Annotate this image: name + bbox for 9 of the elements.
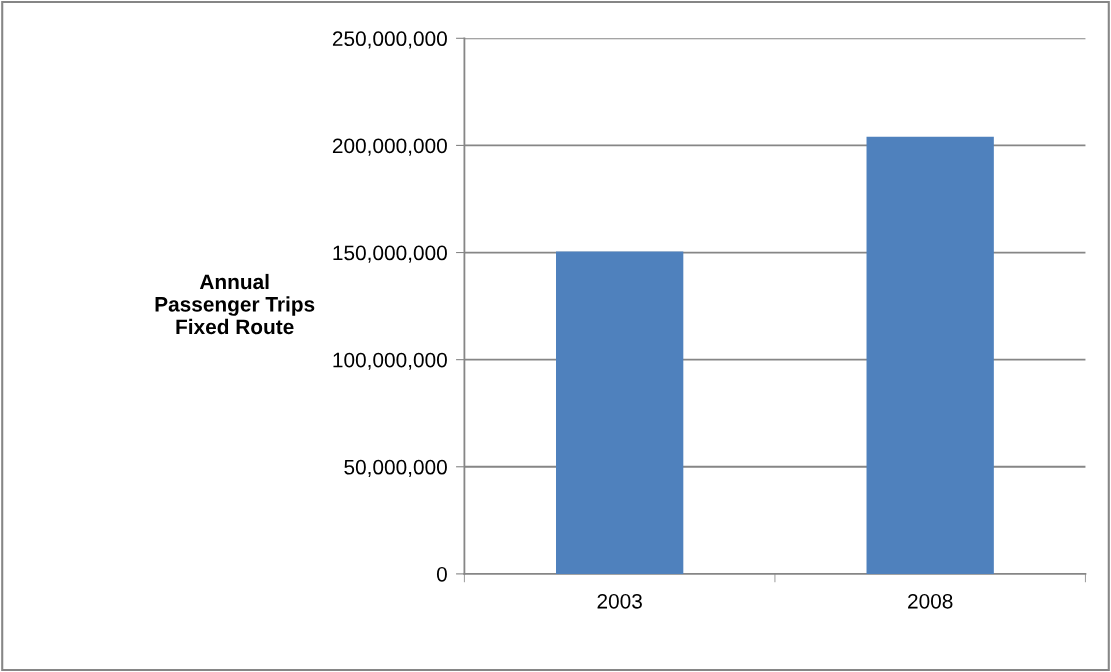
y-tick-label: 50,000,000 bbox=[344, 459, 447, 477]
y-tick-label: 100,000,000 bbox=[333, 352, 447, 370]
y-tick-label: 250,000,000 bbox=[332, 31, 447, 49]
y-tick-label: 200,000,000 bbox=[332, 138, 447, 156]
y-tick-label: 0 bbox=[436, 566, 447, 582]
y-axis-title: Annual Passenger Trips Fixed Route bbox=[155, 273, 315, 335]
x-tick-label: 2008 bbox=[908, 593, 953, 609]
x-tick-label: 2003 bbox=[597, 593, 642, 609]
y-tick-label: 150,000,000 bbox=[333, 245, 447, 263]
